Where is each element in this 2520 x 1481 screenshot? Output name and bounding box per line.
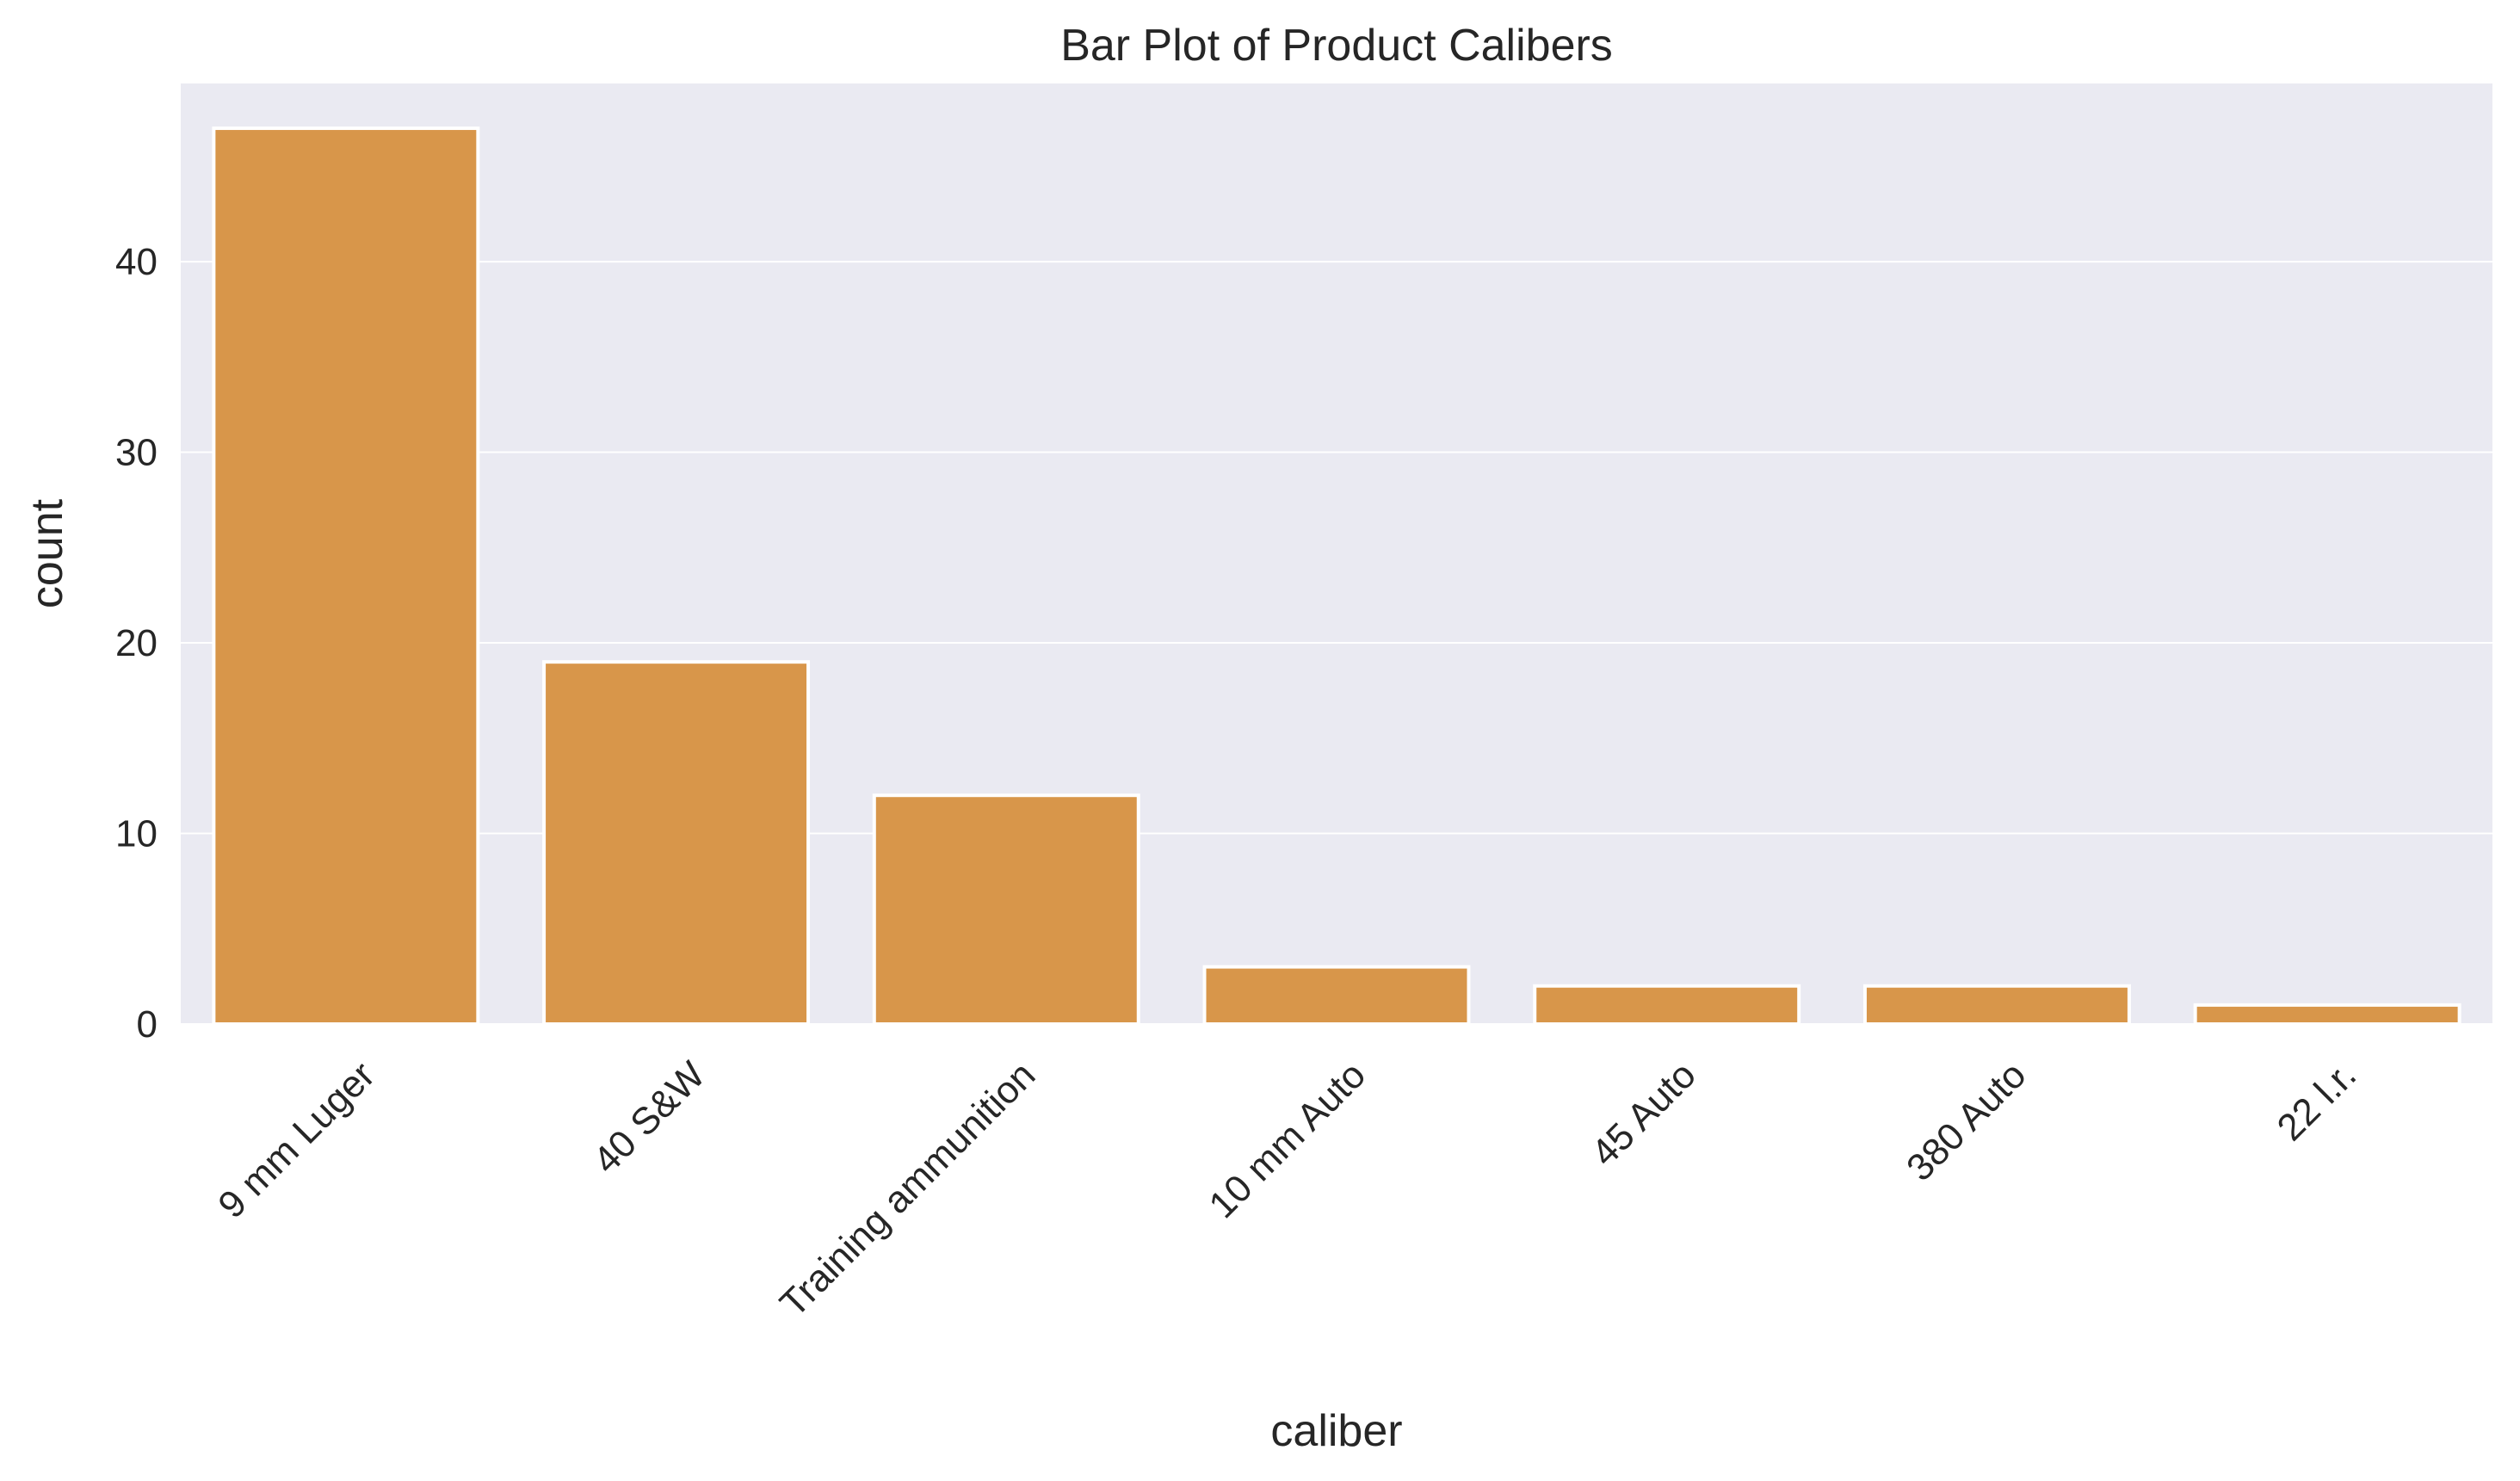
bar xyxy=(1533,984,1801,1026)
y-axis-ticks: 0 10 20 30 40 xyxy=(115,241,158,1046)
bar xyxy=(872,793,1140,1026)
bar xyxy=(212,127,480,1027)
x-tick-label: 380 Auto xyxy=(1899,1053,2034,1188)
y-axis-label: count xyxy=(22,498,72,608)
plot-area xyxy=(181,83,2492,1024)
chart-title: Bar Plot of Product Calibers xyxy=(1060,21,1613,71)
x-tick-label: 22 l.r. xyxy=(2270,1053,2365,1149)
x-tick-label: 10 mm Auto xyxy=(1201,1053,1374,1226)
bars xyxy=(212,127,2461,1027)
x-tick-label: 45 Auto xyxy=(1584,1053,1704,1174)
y-tick-label: 10 xyxy=(115,813,158,855)
x-tick-label: Training ammunition xyxy=(772,1053,1043,1324)
y-tick-label: 0 xyxy=(137,1003,158,1046)
y-tick-label: 40 xyxy=(115,241,158,283)
bar xyxy=(2193,1003,2461,1026)
bar xyxy=(542,660,811,1026)
bar xyxy=(1862,984,2131,1026)
x-axis-label: caliber xyxy=(1270,1406,1402,1456)
y-tick-label: 20 xyxy=(115,622,158,664)
x-tick-label: 40 S&W xyxy=(585,1053,713,1182)
x-axis-ticks: 9 mm Luger 40 S&W Training ammunition 10 mm… xyxy=(210,1053,2364,1325)
bar xyxy=(1202,965,1471,1027)
x-tick-label: 9 mm Luger xyxy=(210,1053,383,1226)
y-tick-label: 30 xyxy=(115,432,158,474)
